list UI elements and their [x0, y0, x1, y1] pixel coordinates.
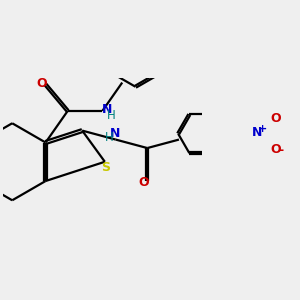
Text: S: S — [101, 161, 110, 174]
Text: O: O — [138, 176, 149, 189]
Text: -: - — [279, 144, 284, 157]
Text: H: H — [107, 109, 116, 122]
Text: +: + — [258, 124, 267, 134]
Text: N: N — [102, 103, 112, 116]
Text: N: N — [110, 127, 120, 140]
Text: H: H — [105, 131, 114, 144]
Text: O: O — [270, 143, 280, 156]
Text: O: O — [37, 77, 47, 90]
Text: O: O — [270, 112, 280, 125]
Text: N: N — [251, 126, 262, 139]
